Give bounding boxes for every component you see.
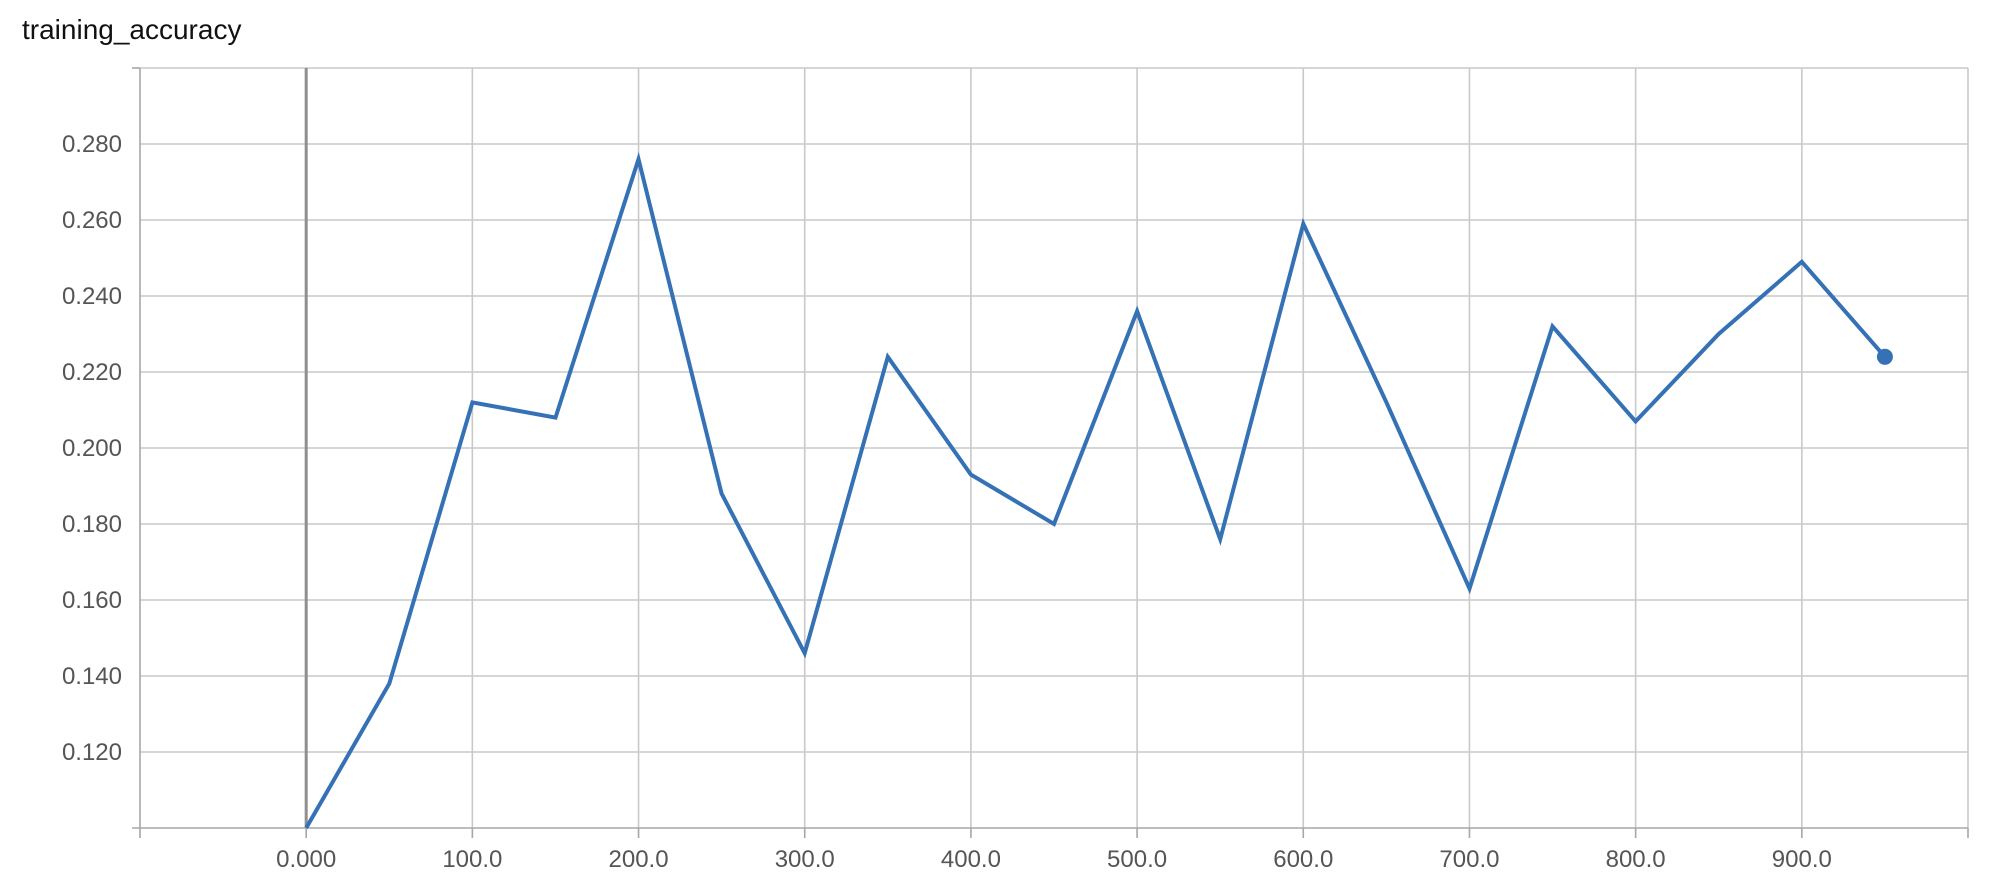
data-point — [304, 826, 308, 830]
y-tick-label: 0.220 — [62, 359, 122, 386]
x-tick-label: 800.0 — [1606, 846, 1666, 872]
y-tick-label: 0.140 — [62, 663, 122, 690]
data-point — [637, 157, 641, 161]
data-point — [1301, 222, 1305, 226]
data-point — [470, 400, 474, 404]
data-point — [1135, 309, 1139, 313]
x-tick-label: 300.0 — [775, 846, 835, 872]
data-point — [1800, 260, 1804, 264]
y-tick-label: 0.200 — [62, 435, 122, 462]
data-point — [1551, 324, 1555, 328]
data-point — [1634, 419, 1638, 423]
data-point — [1717, 332, 1721, 336]
x-tick-label: 700.0 — [1439, 846, 1499, 872]
data-point — [886, 355, 890, 359]
data-point — [969, 473, 973, 477]
y-tick-label: 0.280 — [62, 131, 122, 158]
y-tick-label: 0.260 — [62, 207, 122, 234]
data-point — [387, 682, 391, 686]
y-tick-label: 0.120 — [62, 739, 122, 766]
data-point — [720, 492, 724, 496]
data-point — [1218, 537, 1222, 541]
x-tick-label: 400.0 — [941, 846, 1001, 872]
x-tick-label: 900.0 — [1772, 846, 1832, 872]
x-tick-label: 500.0 — [1107, 846, 1167, 872]
data-point — [803, 651, 807, 655]
data-point — [1467, 587, 1471, 591]
last-point-marker — [1876, 348, 1893, 365]
data-point — [1384, 400, 1388, 404]
x-tick-label: 0.000 — [276, 846, 336, 872]
chart-title: training_accuracy — [22, 14, 242, 45]
data-point — [553, 416, 557, 420]
y-tick-label: 0.160 — [62, 587, 122, 614]
y-tick-label: 0.180 — [62, 511, 122, 538]
series-line — [304, 151, 1887, 829]
y-tick-label: 0.240 — [62, 283, 122, 310]
data-point — [1052, 522, 1056, 526]
x-tick-label: 100.0 — [442, 846, 502, 872]
x-tick-label: 200.0 — [609, 846, 669, 872]
x-tick-label: 600.0 — [1273, 846, 1333, 872]
